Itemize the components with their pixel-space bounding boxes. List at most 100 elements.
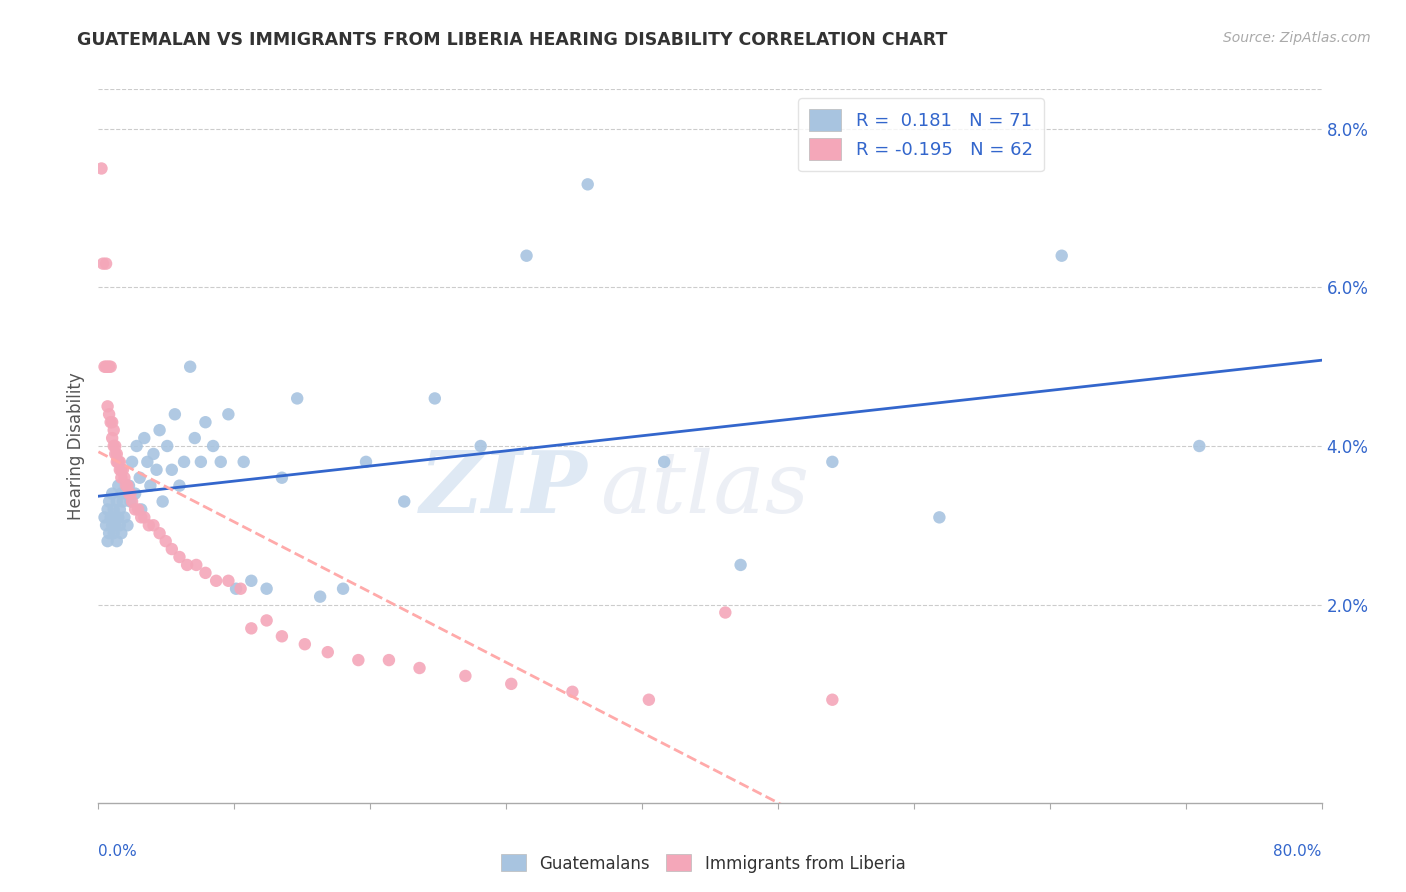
Point [423, 392, 446, 406]
Point [173, 455, 195, 469]
Point [100, 359, 122, 374]
Text: atlas: atlas [600, 448, 808, 530]
Point [316, 645, 339, 659]
Text: 0.0%: 0.0% [98, 845, 138, 860]
Point [98, 526, 121, 541]
Point [120, 494, 142, 508]
Point [90, 161, 112, 176]
Point [111, 463, 134, 477]
Point [142, 518, 165, 533]
Point [125, 439, 148, 453]
Point [145, 463, 167, 477]
Point [225, 582, 247, 596]
Point [155, 534, 177, 549]
Point [136, 455, 159, 469]
Point [107, 455, 129, 469]
Point [117, 478, 139, 492]
Point [101, 486, 124, 500]
Point [347, 653, 370, 667]
Point [105, 494, 128, 508]
Point [100, 510, 122, 524]
Point [108, 502, 131, 516]
Point [115, 478, 138, 492]
Point [97, 400, 120, 414]
Point [127, 502, 149, 516]
Point [256, 582, 278, 596]
Point [176, 558, 198, 572]
Point [107, 510, 129, 524]
Point [285, 392, 308, 406]
Point [217, 574, 239, 588]
Point [179, 359, 201, 374]
Point [110, 463, 132, 477]
Point [152, 494, 174, 508]
Point [101, 518, 124, 533]
Point [93, 359, 115, 374]
Point [105, 447, 128, 461]
Point [149, 423, 172, 437]
Point [103, 526, 125, 541]
Point [256, 614, 278, 628]
Point [107, 455, 129, 469]
Point [392, 494, 416, 508]
Point [112, 471, 135, 485]
Point [94, 359, 117, 374]
Point [121, 494, 143, 508]
Point [194, 566, 217, 580]
Point [149, 526, 172, 541]
Point [121, 455, 143, 469]
Point [97, 534, 120, 549]
Point [652, 455, 675, 469]
Point [1050, 249, 1073, 263]
Point [163, 407, 186, 421]
Point [111, 494, 134, 508]
Point [98, 407, 121, 421]
Point [730, 558, 752, 572]
Point [93, 510, 115, 524]
Point [1188, 439, 1211, 453]
Point [94, 257, 117, 271]
Point [160, 463, 183, 477]
Point [101, 415, 124, 429]
Point [100, 415, 122, 429]
Point [124, 486, 146, 500]
Point [98, 494, 121, 508]
Point [270, 629, 292, 643]
Point [97, 502, 120, 516]
Point [103, 439, 125, 453]
Point [516, 249, 538, 263]
Point [97, 359, 120, 374]
Point [110, 526, 132, 541]
Point [332, 582, 354, 596]
Point [94, 518, 117, 533]
Point [156, 439, 179, 453]
Point [134, 431, 156, 445]
Point [240, 621, 263, 635]
Text: 80.0%: 80.0% [1274, 845, 1322, 860]
Point [205, 574, 228, 588]
Point [101, 431, 124, 445]
Point [501, 677, 523, 691]
Point [98, 359, 121, 374]
Point [105, 455, 128, 469]
Point [160, 542, 183, 557]
Point [108, 463, 131, 477]
Point [138, 518, 160, 533]
Point [129, 510, 152, 524]
Point [107, 478, 129, 492]
Point [354, 455, 377, 469]
Point [561, 685, 583, 699]
Point [104, 439, 127, 453]
Point [110, 471, 132, 485]
Y-axis label: Hearing Disability: Hearing Disability [66, 372, 84, 520]
Point [240, 574, 263, 588]
Point [186, 558, 208, 572]
Point [104, 447, 127, 461]
Point [194, 415, 217, 429]
Point [470, 439, 492, 453]
Point [576, 178, 599, 192]
Point [928, 510, 950, 524]
Point [129, 502, 152, 516]
Point [112, 510, 135, 524]
Legend: Guatemalans, Immigrants from Liberia: Guatemalans, Immigrants from Liberia [494, 847, 912, 880]
